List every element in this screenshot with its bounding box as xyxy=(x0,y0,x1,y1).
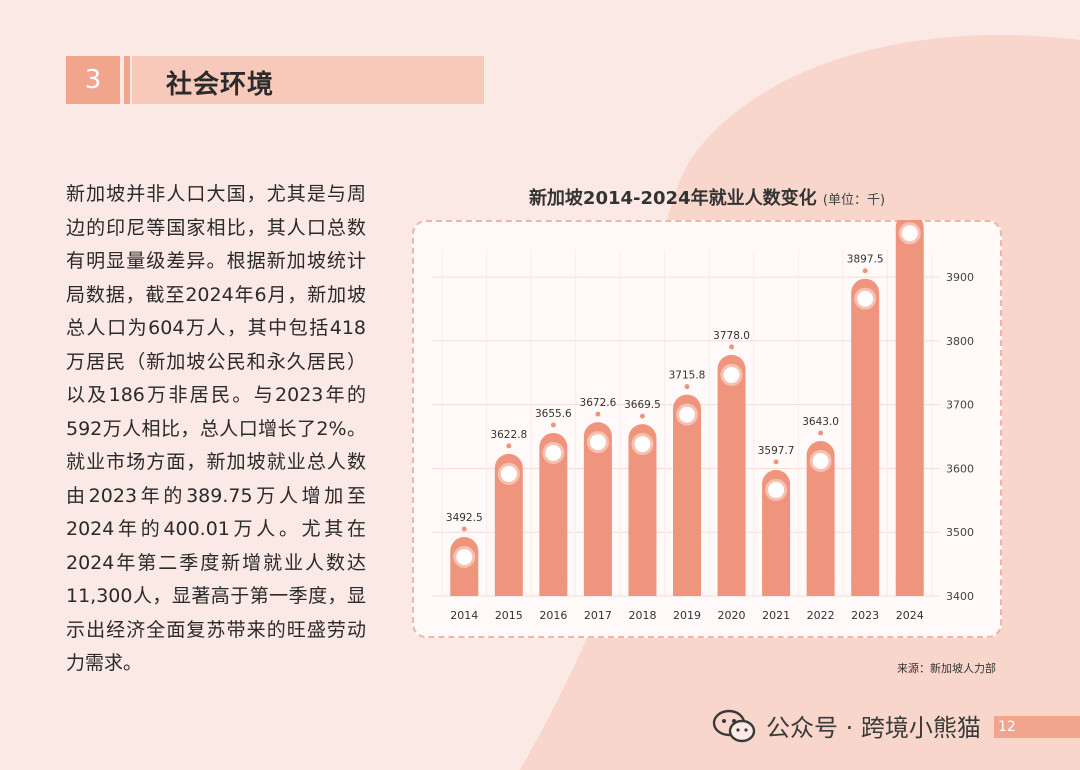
bar xyxy=(673,394,701,596)
bar-marker xyxy=(720,363,743,386)
value-dot xyxy=(550,422,556,428)
bar xyxy=(494,453,523,596)
y-tick-label: 3600 xyxy=(946,462,974,475)
bar xyxy=(628,424,657,596)
bar-base xyxy=(895,582,924,596)
value-dot xyxy=(684,384,690,390)
x-tick-label: 2016 xyxy=(539,609,567,622)
source-note: 来源：新加坡人力部 xyxy=(897,662,996,675)
x-tick-label: 2024 xyxy=(896,609,924,622)
data-label: 3655.6 xyxy=(535,408,572,420)
x-tick-label: 2017 xyxy=(584,609,612,622)
x-tick-label: 2015 xyxy=(495,609,523,622)
chart-title: 新加坡2014-2024年就业人数变化 (单位：千) xyxy=(412,184,1002,210)
bar-marker xyxy=(586,431,609,454)
value-dot xyxy=(461,526,467,532)
bar-base xyxy=(539,582,568,596)
y-tick-label: 3500 xyxy=(946,526,974,539)
wechat-icon xyxy=(712,709,756,742)
data-label: 3669.5 xyxy=(624,399,661,411)
value-dot xyxy=(595,411,601,417)
value-dot xyxy=(639,413,645,419)
value-dot xyxy=(818,430,824,436)
bar-base xyxy=(494,582,523,596)
bar-marker xyxy=(765,478,788,501)
section-header: 3 社会环境 xyxy=(66,56,484,104)
bar-marker xyxy=(854,287,877,310)
bar-marker xyxy=(809,450,832,473)
data-label: 3715.8 xyxy=(669,370,706,382)
bar xyxy=(851,278,880,596)
data-label: 3643.0 xyxy=(802,416,839,428)
bar-base xyxy=(673,582,701,596)
y-tick-label: 3400 xyxy=(946,590,974,603)
bar-marker xyxy=(676,403,698,426)
page-number: 12 xyxy=(994,716,1080,738)
bar xyxy=(717,354,746,596)
y-tick-label: 3700 xyxy=(946,399,974,412)
data-label: 3492.5 xyxy=(446,512,483,524)
data-label: 3897.5 xyxy=(847,254,884,266)
bar-chart: 3400 3500 3600 3700 3800 3900 3492.5 2014 3622.8… xyxy=(432,220,974,622)
bar-marker xyxy=(631,433,654,456)
value-dot xyxy=(773,459,779,465)
chart-title-text: 新加坡2014-2024年就业人数变化 xyxy=(528,188,817,209)
y-tick-label: 3800 xyxy=(946,335,974,348)
section-title-bar xyxy=(132,56,484,104)
bar-marker xyxy=(542,441,565,464)
bar-base xyxy=(717,582,746,596)
section-divider-strip xyxy=(124,56,130,104)
value-dot xyxy=(862,268,868,274)
section-title: 社会环境 xyxy=(166,70,275,100)
data-label: 3597.7 xyxy=(758,445,795,457)
watermark: 公众号 · 跨境小熊猫 xyxy=(712,708,981,743)
x-tick-label: 2021 xyxy=(762,609,790,622)
bar-base xyxy=(628,582,657,596)
x-tick-label: 2020 xyxy=(718,609,746,622)
data-label: 3622.8 xyxy=(490,429,527,441)
bar-base xyxy=(583,582,612,596)
body-paragraph: 新加坡并非人口大国，尤其是与周边的印尼等国家相比，其人口总数有明显量级差异。根据… xyxy=(66,183,366,674)
value-dot xyxy=(506,443,512,449)
bar-base xyxy=(450,582,479,596)
bar-base xyxy=(806,582,835,596)
value-dot xyxy=(729,344,735,350)
y-tick-label: 3900 xyxy=(946,271,974,284)
x-tick-label: 2018 xyxy=(628,609,656,622)
bar-marker xyxy=(453,546,476,569)
bar xyxy=(539,432,568,596)
data-label: 3778.0 xyxy=(713,330,750,342)
bar xyxy=(583,422,612,596)
bar-marker xyxy=(898,222,921,245)
x-tick-label: 2019 xyxy=(673,609,701,622)
data-label: 3672.6 xyxy=(580,397,617,409)
bar-marker xyxy=(497,462,520,485)
x-tick-label: 2014 xyxy=(450,609,478,622)
section-number: 3 xyxy=(66,56,120,104)
bar-base xyxy=(851,582,880,596)
watermark-text: 公众号 · 跨境小熊猫 xyxy=(766,714,981,742)
bar xyxy=(762,469,791,596)
bar xyxy=(895,220,924,596)
x-tick-label: 2023 xyxy=(851,609,879,622)
x-tick-label: 2022 xyxy=(807,609,835,622)
bar-base xyxy=(762,582,791,596)
chart-unit: (单位：千) xyxy=(822,193,886,208)
bar xyxy=(806,441,835,596)
